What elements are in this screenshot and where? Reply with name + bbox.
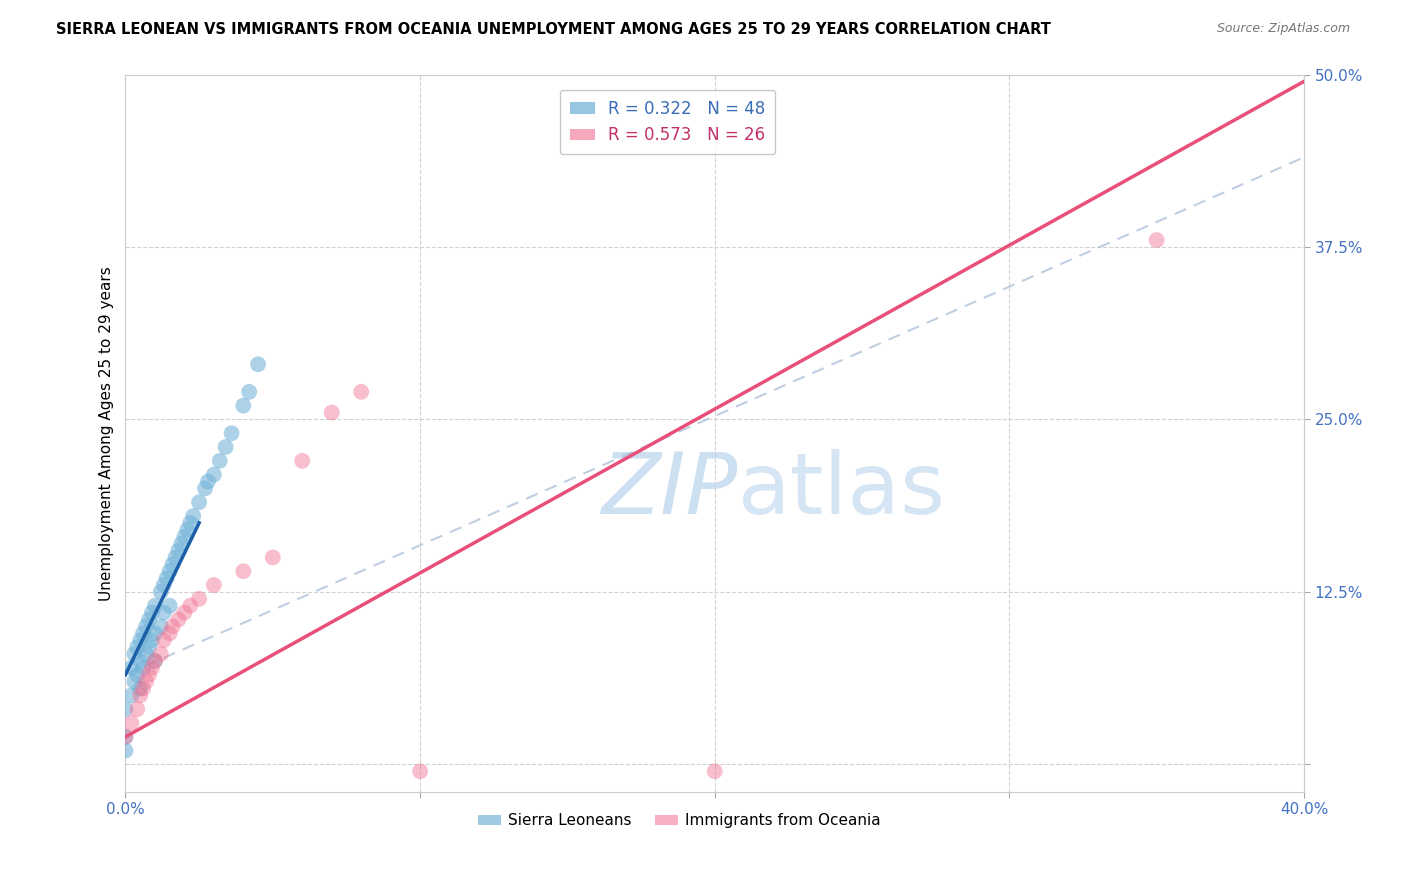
Point xyxy=(120,716,142,731)
Point xyxy=(141,633,163,648)
Point xyxy=(135,647,157,661)
Point xyxy=(173,530,195,544)
Point xyxy=(152,633,174,648)
Point xyxy=(214,440,236,454)
Point xyxy=(124,674,146,689)
Point xyxy=(149,585,172,599)
Point xyxy=(138,613,160,627)
Point xyxy=(141,606,163,620)
Point xyxy=(232,399,254,413)
Point xyxy=(114,702,136,716)
Point xyxy=(141,661,163,675)
Point xyxy=(173,606,195,620)
Point xyxy=(138,667,160,681)
Point xyxy=(114,730,136,744)
Point xyxy=(149,647,172,661)
Point xyxy=(156,571,179,585)
Point xyxy=(138,640,160,654)
Point xyxy=(143,654,166,668)
Point xyxy=(167,613,190,627)
Point xyxy=(181,508,204,523)
Point xyxy=(159,564,181,578)
Point xyxy=(176,523,198,537)
Point xyxy=(179,599,201,613)
Text: atlas: atlas xyxy=(738,450,946,533)
Point xyxy=(409,764,432,779)
Point xyxy=(159,626,181,640)
Point xyxy=(143,626,166,640)
Point xyxy=(1146,233,1168,247)
Point xyxy=(194,482,217,496)
Point xyxy=(167,543,190,558)
Point xyxy=(170,536,193,550)
Point xyxy=(127,702,149,716)
Point xyxy=(291,454,314,468)
Point xyxy=(127,667,149,681)
Point xyxy=(152,606,174,620)
Point xyxy=(135,619,157,633)
Legend: Sierra Leoneans, Immigrants from Oceania: Sierra Leoneans, Immigrants from Oceania xyxy=(471,807,887,835)
Point xyxy=(202,467,225,482)
Point xyxy=(152,578,174,592)
Point xyxy=(188,495,211,509)
Point xyxy=(703,764,725,779)
Point xyxy=(197,475,219,489)
Point xyxy=(129,633,152,648)
Point xyxy=(179,516,201,530)
Point xyxy=(135,674,157,689)
Point xyxy=(162,619,184,633)
Point xyxy=(221,426,243,441)
Y-axis label: Unemployment Among Ages 25 to 29 years: Unemployment Among Ages 25 to 29 years xyxy=(100,266,114,600)
Point xyxy=(120,661,142,675)
Point xyxy=(127,640,149,654)
Point xyxy=(165,550,187,565)
Point xyxy=(132,626,155,640)
Point xyxy=(159,599,181,613)
Text: ZIP: ZIP xyxy=(602,450,738,533)
Point xyxy=(114,730,136,744)
Point xyxy=(208,454,231,468)
Point xyxy=(247,357,270,371)
Point xyxy=(321,405,343,419)
Text: SIERRA LEONEAN VS IMMIGRANTS FROM OCEANIA UNEMPLOYMENT AMONG AGES 25 TO 29 YEARS: SIERRA LEONEAN VS IMMIGRANTS FROM OCEANI… xyxy=(56,22,1052,37)
Point xyxy=(238,384,260,399)
Point xyxy=(129,681,152,696)
Point xyxy=(202,578,225,592)
Point xyxy=(124,647,146,661)
Point xyxy=(232,564,254,578)
Point xyxy=(129,689,152,703)
Point xyxy=(120,689,142,703)
Point xyxy=(143,599,166,613)
Point xyxy=(114,743,136,757)
Point xyxy=(350,384,373,399)
Point xyxy=(132,661,155,675)
Point xyxy=(143,654,166,668)
Point xyxy=(129,654,152,668)
Point xyxy=(149,619,172,633)
Point xyxy=(262,550,284,565)
Point xyxy=(162,558,184,572)
Point xyxy=(132,681,155,696)
Point xyxy=(188,591,211,606)
Text: Source: ZipAtlas.com: Source: ZipAtlas.com xyxy=(1216,22,1350,36)
